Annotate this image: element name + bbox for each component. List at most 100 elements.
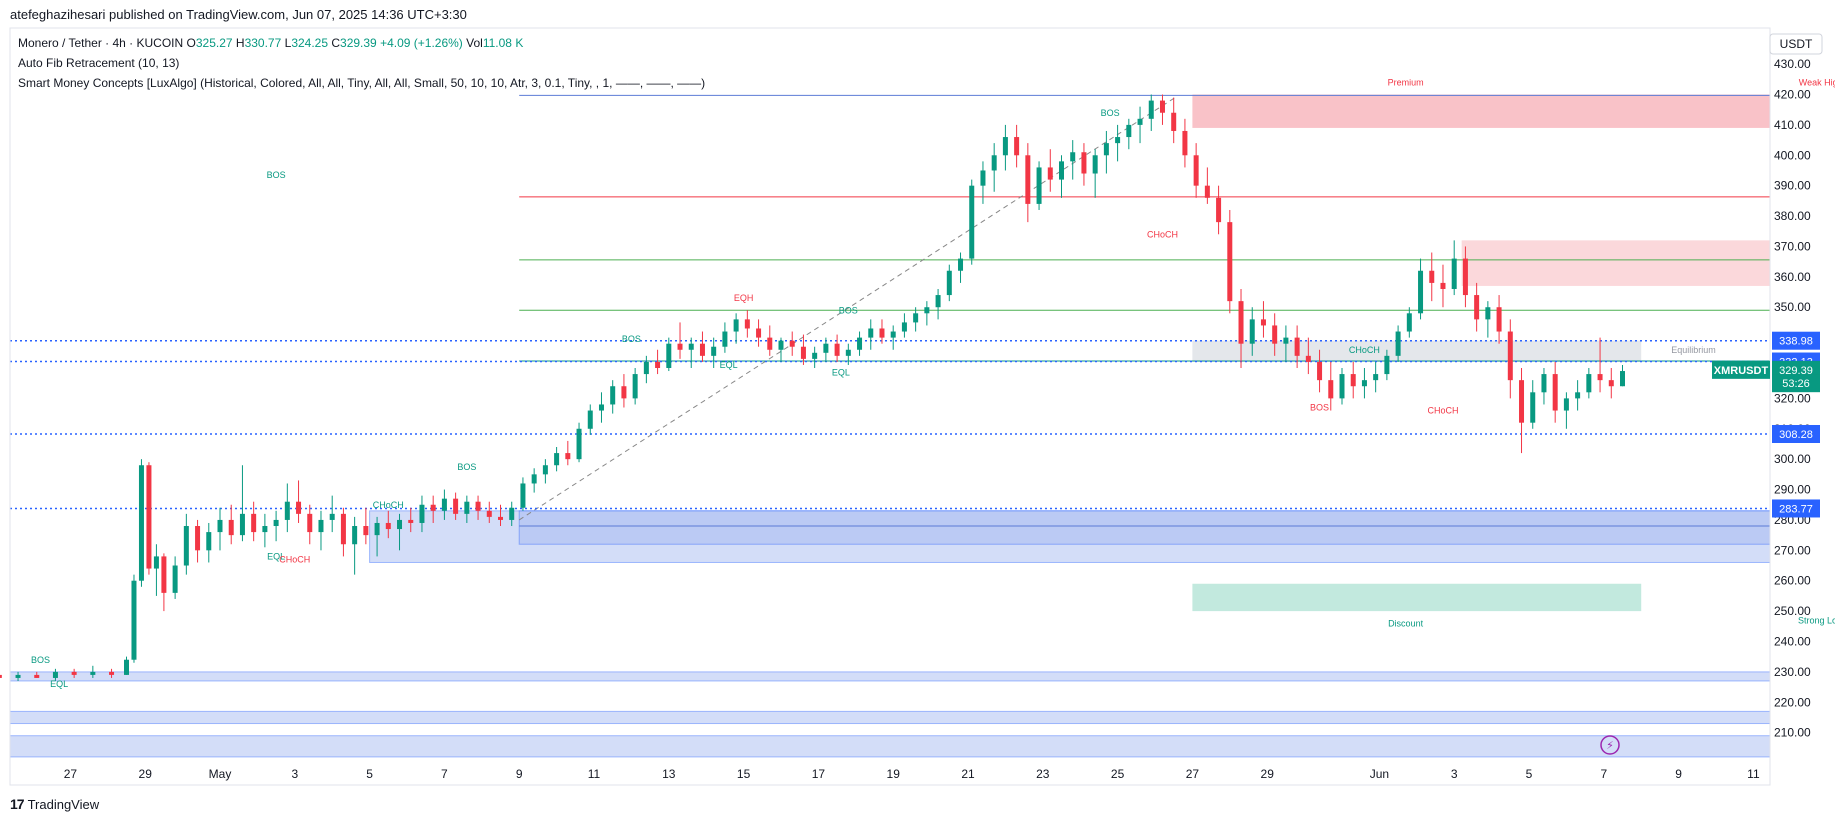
x-tick-label: 25 bbox=[1111, 767, 1125, 781]
close-label: C bbox=[331, 36, 341, 50]
candle-body bbox=[1373, 374, 1379, 381]
candle-body bbox=[1159, 100, 1165, 113]
symbol-price-tag-label: XMRUSDT bbox=[1714, 365, 1769, 377]
y-tick-label: 350.00 bbox=[1774, 300, 1811, 314]
structure-label: Premium bbox=[1388, 77, 1424, 87]
candle-body bbox=[509, 507, 515, 520]
indicator-fib[interactable]: Auto Fib Retracement (10, 13) bbox=[18, 56, 180, 70]
candle-body bbox=[1193, 155, 1199, 186]
candle-body bbox=[195, 526, 201, 551]
tradingview-logo[interactable]: 17 TradingView bbox=[10, 796, 99, 812]
y-tick-label: 390.00 bbox=[1774, 179, 1811, 193]
y-tick-label: 300.00 bbox=[1774, 452, 1811, 466]
high-value: 330.77 bbox=[244, 36, 282, 50]
candle-body bbox=[475, 501, 481, 511]
candle-body bbox=[284, 501, 290, 520]
candle-body bbox=[183, 526, 189, 566]
price-marker-label: 308.28 bbox=[1779, 429, 1813, 441]
candle-body bbox=[1070, 152, 1076, 162]
candle-body bbox=[1260, 319, 1266, 326]
candle-body bbox=[307, 513, 313, 533]
candle-body bbox=[1462, 258, 1468, 296]
structure-label: BOS bbox=[457, 462, 476, 472]
y-tick-label: 370.00 bbox=[1774, 239, 1811, 253]
candle-body bbox=[890, 331, 896, 338]
candle-body bbox=[767, 337, 773, 350]
indicator-smc[interactable]: Smart Money Concepts [LuxAlgo] (Historic… bbox=[18, 76, 706, 90]
candle-body bbox=[453, 498, 459, 514]
x-tick-label: 11 bbox=[588, 767, 601, 781]
structure-label: BOS bbox=[622, 334, 641, 344]
candle-body bbox=[1081, 152, 1087, 174]
candle-body bbox=[1519, 380, 1525, 423]
candle-body bbox=[958, 258, 964, 271]
y-tick-label: 240.00 bbox=[1774, 634, 1811, 648]
candle-body bbox=[677, 343, 683, 350]
currency-label: USDT bbox=[1780, 37, 1813, 51]
candle-body bbox=[879, 328, 885, 338]
x-tick-label: 9 bbox=[1675, 767, 1682, 781]
symbol-label[interactable]: Monero / Tether · 4h · KUCOIN bbox=[18, 36, 184, 50]
y-tick-label: 380.00 bbox=[1774, 209, 1811, 223]
candle-body bbox=[1530, 392, 1536, 423]
candle-body bbox=[340, 513, 346, 545]
x-tick-label: Jun bbox=[1370, 767, 1389, 781]
candle-body bbox=[1563, 398, 1569, 411]
x-tick-label: 13 bbox=[662, 767, 676, 781]
structure-label: Discount bbox=[1388, 618, 1424, 628]
x-tick-label: 19 bbox=[887, 767, 901, 781]
x-tick-label: 5 bbox=[366, 767, 373, 781]
close-value: 329.39 bbox=[340, 36, 377, 50]
symbol-price-tag bbox=[1712, 360, 1770, 379]
y-tick-label: 420.00 bbox=[1774, 88, 1811, 102]
x-tick-label: 17 bbox=[812, 767, 826, 781]
levels-layer bbox=[10, 94, 1770, 527]
price-marker-label: 53:26 bbox=[1782, 378, 1810, 390]
candle-body bbox=[318, 519, 324, 533]
structure-label: CHoCH bbox=[1427, 406, 1458, 416]
x-tick-label: 21 bbox=[961, 767, 975, 781]
candle-body bbox=[1317, 361, 1323, 381]
zone-discount bbox=[1192, 583, 1642, 612]
candle-body bbox=[1429, 270, 1435, 283]
structure-label: BOS bbox=[31, 655, 50, 665]
y-tick-label: 430.00 bbox=[1774, 57, 1811, 71]
candle-body bbox=[1507, 331, 1513, 381]
candle-body bbox=[206, 532, 212, 551]
candle-body bbox=[542, 465, 548, 475]
candle-body bbox=[52, 671, 58, 678]
candle-body bbox=[1608, 380, 1614, 387]
candle-body bbox=[1350, 374, 1356, 387]
y-tick-label: 290.00 bbox=[1774, 483, 1811, 497]
candle-body bbox=[146, 465, 152, 569]
candle-body bbox=[913, 313, 919, 323]
candle-body bbox=[969, 185, 975, 259]
x-tick-label: May bbox=[209, 767, 232, 781]
candle-body bbox=[1620, 371, 1625, 387]
candle-body bbox=[1249, 319, 1255, 344]
structure-labels-layer: BOSBOSEQLEQLCHoCHCHoCHBOSEQHEQLEQLBOSBOS… bbox=[31, 77, 1835, 689]
candle-body bbox=[374, 522, 380, 536]
low-value: 324.25 bbox=[291, 36, 329, 50]
candle-body bbox=[397, 519, 403, 530]
x-tick-label: 5 bbox=[1526, 767, 1533, 781]
candle-body bbox=[632, 374, 638, 399]
y-tick-label: 220.00 bbox=[1774, 695, 1811, 709]
candle-body bbox=[1485, 307, 1491, 320]
x-tick-label: 15 bbox=[737, 767, 751, 781]
candle-body bbox=[778, 340, 784, 350]
structure-label: EQL bbox=[832, 368, 850, 378]
x-tick-label: 27 bbox=[1186, 767, 1200, 781]
demand-order-block bbox=[9, 710, 1771, 725]
structure-label: Strong Low bbox=[1798, 615, 1835, 625]
candle-body bbox=[486, 510, 492, 517]
candle-body bbox=[408, 519, 414, 523]
price-marker bbox=[1772, 499, 1820, 518]
structure-label: Equilibrium bbox=[1671, 345, 1716, 355]
demand-order-block bbox=[518, 510, 1771, 545]
structure-label: BOS bbox=[267, 170, 286, 180]
candle-body bbox=[498, 516, 503, 520]
symbol-row[interactable]: Monero / Tether · 4h · KUCOIN O325.27 H3… bbox=[18, 33, 705, 53]
price-marker-label: 338.98 bbox=[1779, 336, 1813, 348]
